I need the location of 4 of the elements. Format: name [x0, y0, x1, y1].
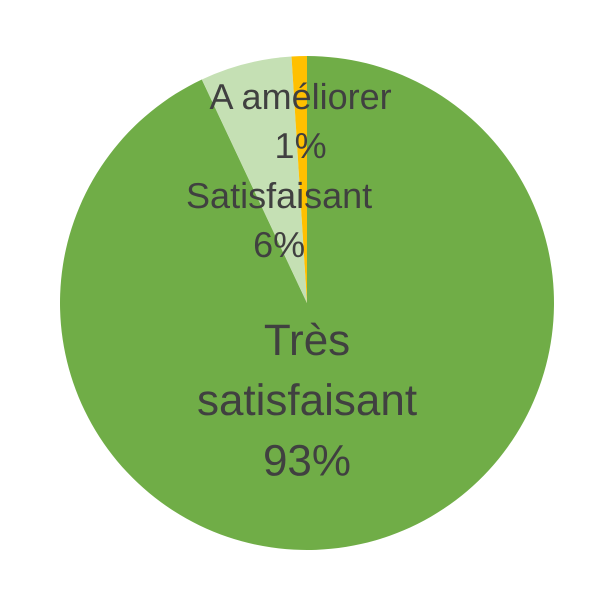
- slice-label: Très satisfaisant: [196, 315, 418, 425]
- pie-slice: [60, 56, 554, 550]
- data-label: 1%: [274, 124, 327, 166]
- data-label: 93%: [262, 436, 352, 485]
